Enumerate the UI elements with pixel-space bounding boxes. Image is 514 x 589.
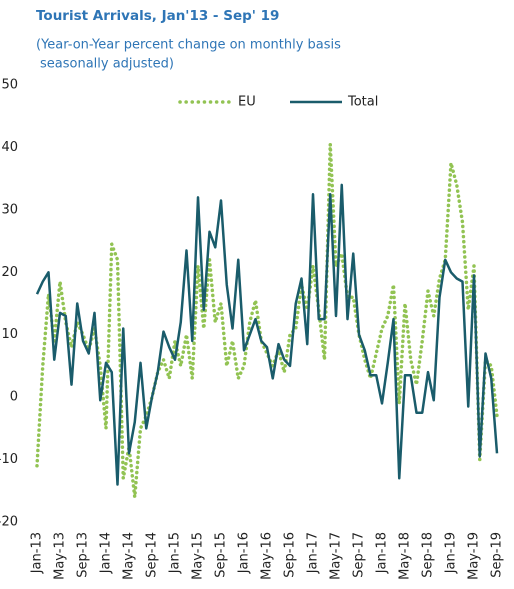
x-tick-label: Jan-14: [99, 532, 114, 574]
line-1: [35, 183, 499, 486]
y-tick-label: 20: [1, 265, 18, 280]
x-tick-label: Jan-16: [237, 532, 252, 574]
x-tick-label: Sep-18: [421, 532, 436, 578]
x-tick-label: Jan-19: [444, 532, 459, 574]
x-tick-label: Sep-15: [214, 532, 229, 578]
y-tick-label: -20: [0, 515, 18, 530]
x-tick-label: Sep-16: [283, 532, 298, 578]
x-tick-label: Sep-17: [352, 532, 367, 578]
x-tick-label: Jan-17: [306, 532, 321, 574]
legend-label: EU: [238, 95, 256, 110]
y-tick-label: 50: [1, 78, 18, 93]
chart-title: Tourist Arrivals, Jan'13 - Sep' 19: [36, 8, 279, 24]
x-tick-label: Jan-15: [168, 532, 183, 574]
x-tick-label: Sep-19: [490, 532, 505, 578]
x-tick-label: May-13: [53, 532, 68, 580]
y-tick-label: -10: [0, 452, 18, 467]
x-tick-label: Jan-13: [30, 532, 45, 574]
subtitle: (Year-on-Year percent change on monthly …: [36, 38, 341, 53]
x-tick-label: May-18: [398, 532, 413, 580]
y-tick-label: 10: [1, 327, 18, 342]
x-tick-label: May-17: [329, 532, 344, 580]
x-tick-label: May-14: [122, 532, 137, 580]
x-tick-label: May-15: [191, 532, 206, 580]
subtitle: seasonally adjusted): [40, 57, 174, 72]
x-tick-label: May-19: [467, 532, 482, 580]
line-0: [35, 142, 499, 499]
legend-label: Total: [347, 95, 378, 110]
y-tick-label: 30: [1, 202, 18, 217]
x-tick-label: Sep-14: [145, 532, 160, 578]
x-tick-label: May-16: [260, 532, 275, 580]
x-tick-label: Sep-13: [76, 532, 91, 578]
y-tick-label: 0: [10, 390, 18, 405]
y-tick-label: 40: [1, 140, 18, 155]
x-tick-label: Jan-18: [375, 532, 390, 574]
